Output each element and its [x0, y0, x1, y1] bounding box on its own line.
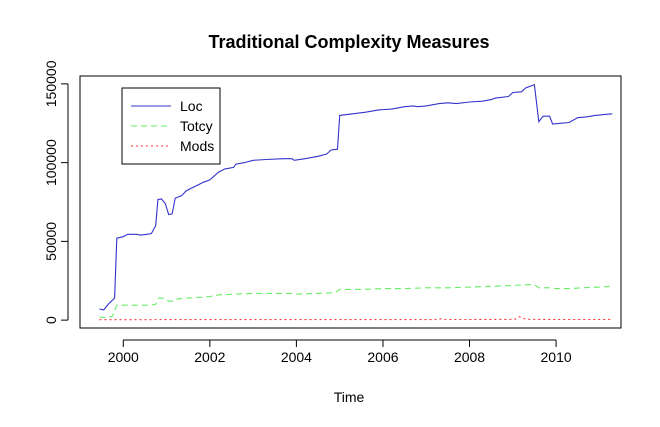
legend-box — [121, 87, 221, 165]
x-tick-label: 2008 — [454, 349, 485, 365]
chart-title: Traditional Complexity Measures — [208, 32, 489, 52]
x-tick-label: 2000 — [108, 349, 139, 365]
series-line-loc — [99, 83, 613, 311]
y-tick-label: 50000 — [43, 222, 59, 261]
x-axis: 2000 2002 2004 2006 2008 2010 — [108, 339, 572, 365]
legend: Loc Totcy Mods — [121, 87, 221, 165]
series-line-totcy — [99, 284, 613, 319]
x-axis-label: Time — [334, 389, 365, 405]
x-tick-label: 2002 — [194, 349, 225, 365]
plot-box — [79, 75, 622, 329]
legend-label-loc: Loc — [180, 98, 203, 114]
y-tick-label: 100000 — [43, 139, 59, 186]
y-axis: 0 50000 100000 150000 — [43, 60, 69, 324]
x-tick-label: 2010 — [541, 349, 572, 365]
y-tick-label: 0 — [43, 316, 59, 324]
series-line-mods — [99, 316, 613, 321]
legend-label-totcy: Totcy — [180, 118, 213, 134]
x-tick-label: 2004 — [281, 349, 312, 365]
y-tick-label: 150000 — [43, 60, 59, 107]
legend-label-mods: Mods — [180, 138, 214, 154]
series-layer — [99, 83, 613, 321]
x-tick-label: 2006 — [367, 349, 398, 365]
